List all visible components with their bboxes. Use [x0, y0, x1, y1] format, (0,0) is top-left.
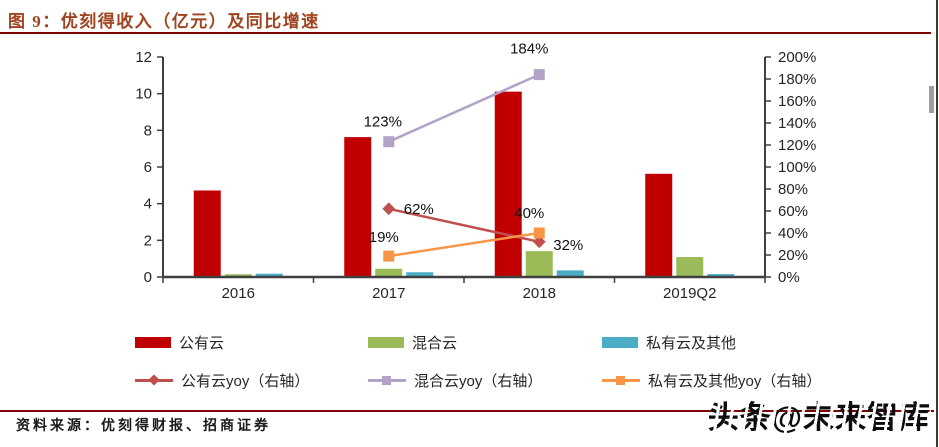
svg-text:62%: 62% [404, 201, 434, 218]
svg-text:12: 12 [135, 49, 152, 66]
svg-text:2: 2 [144, 232, 152, 249]
svg-text:120%: 120% [778, 137, 816, 154]
svg-text:40%: 40% [778, 225, 808, 242]
watermark: 头条@未来智库 [707, 396, 932, 440]
legend-item-hybrid-cloud-yoy: 混合云yoy（右轴） [368, 370, 542, 390]
svg-text:0: 0 [144, 269, 152, 286]
svg-text:184%: 184% [510, 41, 548, 58]
legend-label: 公有云 [179, 334, 225, 352]
watermark-text: 头条@未来智库 [707, 400, 931, 435]
legend-label: 公有云yoy（右轴） [181, 372, 310, 390]
legend-item-public-cloud-yoy: 公有云yoy（右轴） [135, 370, 309, 390]
svg-text:2019Q2: 2019Q2 [663, 285, 716, 302]
public-cloud-swatch-icon [135, 336, 171, 348]
svg-text:2017: 2017 [372, 285, 405, 302]
svg-text:32%: 32% [553, 237, 583, 254]
legend-label: 私有云及其他yoy（右轴） [648, 372, 822, 390]
figure-title: 图 9：优刻得收入（亿元）及同比增速 [8, 12, 320, 31]
public-yoy-line-icon [135, 373, 173, 387]
legend-item-private-cloud-yoy: 私有云及其他yoy（右轴） [602, 370, 821, 390]
svg-text:20%: 20% [778, 247, 808, 264]
legend-label: 混合云yoy（右轴） [414, 372, 543, 390]
svg-text:60%: 60% [778, 203, 808, 220]
svg-text:200%: 200% [778, 49, 816, 66]
svg-text:123%: 123% [364, 114, 402, 131]
private-yoy-line-icon [602, 373, 640, 387]
svg-text:40%: 40% [514, 205, 544, 222]
svg-text:8: 8 [144, 122, 152, 139]
private-cloud-swatch-icon [602, 336, 638, 348]
svg-text:6: 6 [144, 159, 152, 176]
svg-text:140%: 140% [778, 115, 816, 132]
legend-item-hybrid-cloud: 混合云 [368, 332, 457, 352]
page-edge [936, 0, 938, 447]
svg-text:10: 10 [135, 86, 152, 103]
svg-text:180%: 180% [778, 71, 816, 88]
svg-text:80%: 80% [778, 181, 808, 198]
scrollbar-thumb[interactable] [929, 86, 934, 113]
svg-text:2016: 2016 [222, 285, 255, 302]
footer-divider [0, 410, 934, 412]
svg-text:2018: 2018 [523, 285, 556, 302]
hybrid-yoy-line-icon [368, 373, 406, 387]
legend-label: 私有云及其他 [646, 334, 737, 352]
svg-text:100%: 100% [778, 159, 816, 176]
svg-text:4: 4 [144, 196, 152, 213]
legend-item-public-cloud: 公有云 [135, 332, 224, 352]
svg-text:0%: 0% [778, 269, 800, 286]
hybrid-cloud-swatch-icon [368, 336, 404, 348]
svg-text:160%: 160% [778, 93, 816, 110]
svg-text:19%: 19% [369, 229, 399, 246]
legend-item-private-cloud: 私有云及其他 [602, 332, 736, 352]
source-note: 资料来源：优刻得财报、招商证券 [16, 419, 271, 434]
legend-label: 混合云 [412, 334, 458, 352]
revenue-yoy-chart: 0246810120%20%40%60%80%100%120%140%160%1… [135, 41, 816, 302]
title-divider [0, 32, 931, 34]
